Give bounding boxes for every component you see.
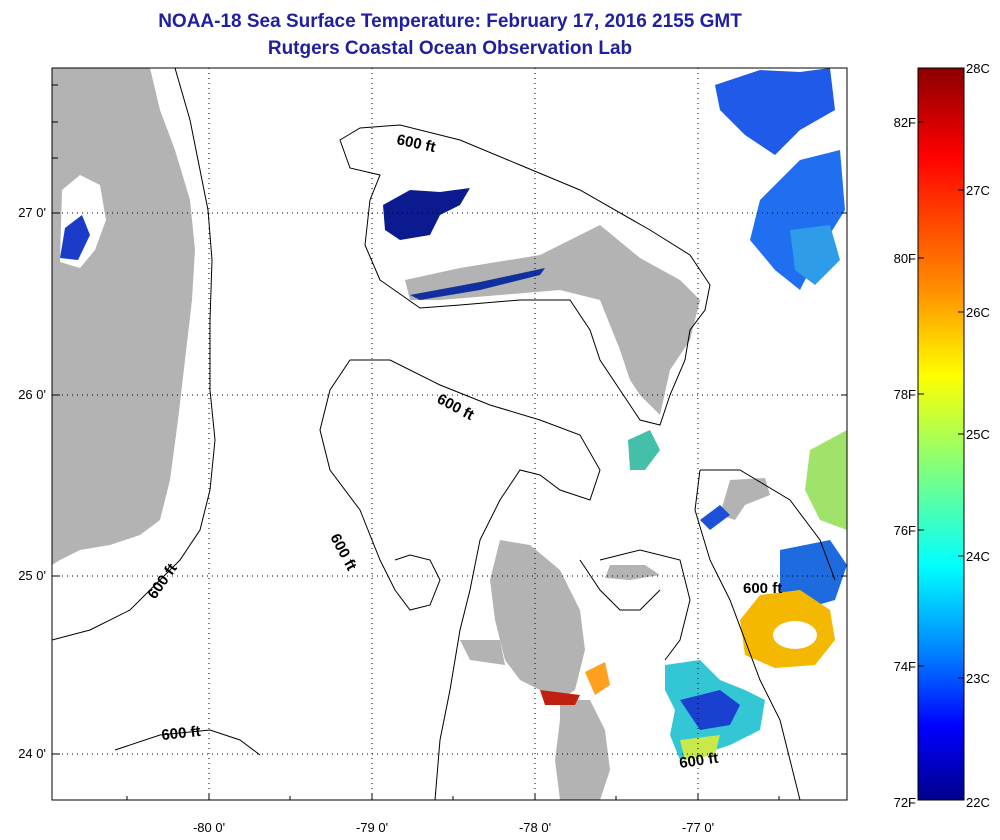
colorbar-c-28: 28C bbox=[966, 61, 990, 76]
andros-land bbox=[490, 540, 585, 700]
eleuthera-land bbox=[720, 478, 770, 520]
colorbar-c-22: 22C bbox=[966, 795, 990, 810]
x-label-80: -80 0' bbox=[192, 820, 226, 835]
x-label-77: -77 0' bbox=[681, 820, 715, 835]
y-label-27: 27 0' bbox=[18, 205, 46, 220]
colorbar-f-80: 80F bbox=[893, 251, 916, 266]
colorbar bbox=[917, 67, 965, 801]
x-label-78: -78 0' bbox=[518, 820, 552, 835]
contour-label-southwest: 600 ft bbox=[161, 723, 202, 744]
colorbar-c-24: 24C bbox=[966, 549, 990, 564]
contour-label-florida: 600 ft bbox=[144, 560, 180, 602]
grand-bahama-land bbox=[405, 225, 700, 415]
y-label-25: 25 0' bbox=[18, 568, 46, 583]
contour-label-west: 600 ft bbox=[326, 531, 359, 574]
florida-land bbox=[52, 68, 195, 565]
colorbar-c-25: 25C bbox=[966, 427, 990, 442]
contour-label-nwprov: 600 ft bbox=[434, 391, 477, 424]
contour-label-east: 600 ft bbox=[743, 580, 782, 597]
colorbar-c-27: 27C bbox=[966, 183, 990, 198]
colorbar-f-72: 72F bbox=[893, 795, 916, 810]
y-label-26: 26 0' bbox=[18, 387, 46, 402]
colorbar-f-74: 74F bbox=[893, 659, 916, 674]
y-label-24: 24 0' bbox=[18, 746, 46, 761]
map-title: NOAA-18 Sea Surface Temperature: Februar… bbox=[158, 11, 742, 32]
contour-label-exumas: 600 ft bbox=[678, 750, 719, 772]
contour-label-gbahama: 600 ft bbox=[395, 131, 437, 156]
colorbar-f-82: 82F bbox=[893, 115, 916, 130]
colorbar-c-23: 23C bbox=[966, 671, 990, 686]
map-subtitle: Rutgers Coastal Ocean Observation Lab bbox=[267, 38, 633, 59]
x-label-79: -79 0' bbox=[355, 820, 389, 835]
colorbar-f-78: 78F bbox=[893, 387, 916, 402]
colorbar-c-26: 26C bbox=[966, 305, 990, 320]
colorbar-f-76: 76F bbox=[893, 523, 916, 538]
